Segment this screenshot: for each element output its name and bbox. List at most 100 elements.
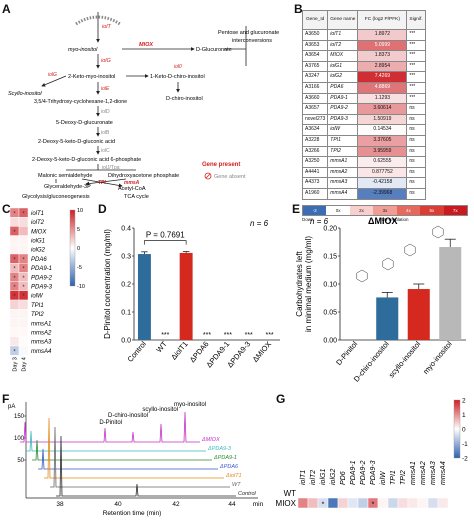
heat-cell (297, 487, 309, 499)
compound-glycolysis: Glycolysis/gluconeogenesis (22, 194, 90, 200)
heat-cell (9, 318, 20, 328)
significance-label: *** (245, 332, 253, 339)
table-cell: *** (406, 81, 426, 94)
x-tick-label: 44 (228, 501, 236, 508)
compound-scyllo-inositol: Scyllo-inositol (8, 91, 42, 97)
gene-miox-label: MIOX (139, 42, 153, 48)
peak-label: D-chiro-inositol (108, 413, 148, 419)
heat-star: * (372, 502, 375, 509)
table-cell: PDA9-1 (327, 92, 359, 105)
table-row: A1960 mmsA4 -2.39968 ns (301, 187, 426, 200)
compound-trihydroxy: 3,5/4-Trihydroxy-cyclohexane-1,2-dione (34, 99, 127, 105)
panel-label-f: F (2, 392, 10, 406)
y-tick-label: 150 (14, 414, 25, 420)
table-cell: 3.95959 (357, 145, 408, 158)
x-tick-label: 40 (114, 501, 122, 508)
molecule-structure-icon (404, 243, 416, 257)
table-cell: ns (406, 156, 426, 168)
scale-down-label: Down (302, 216, 314, 222)
heat-star: * (322, 502, 325, 509)
table-cell: 0.14534 (357, 124, 408, 136)
heat-cell (427, 497, 439, 509)
table-cell: A3228 (301, 134, 329, 147)
table-cell: mmsA4 (327, 187, 359, 200)
x-tick-label: D-Pinitol (334, 339, 359, 367)
colorbar-tick: -5 (77, 265, 82, 271)
chromatogram-trace (38, 448, 218, 470)
chart-e: 0.00 0.05 0.10 0.15 0.20 Carbohydrates left in… (295, 216, 466, 384)
table-cell: TPI2 (327, 145, 359, 158)
table-cell: ns (406, 124, 426, 136)
colorbar-tick: 2 (462, 398, 466, 405)
significance-label: *** (161, 332, 169, 339)
heat-row-label: TPI1 (31, 303, 44, 309)
table-cell: 2.8954 (357, 60, 408, 73)
heat-cell (18, 336, 29, 347)
table-cell: 1.8972 (357, 29, 408, 41)
heat-col-label: iolG1 (320, 469, 327, 485)
compound-deoxy-glucuronate: 5-Deoxy-D-glucuronate (56, 120, 113, 126)
heat-cell (18, 216, 29, 227)
table-cell: *** (406, 92, 426, 105)
gene-table-panel: Gene_Id Gene name FC (log2 P/PFK) Signif. A… (301, 10, 468, 222)
panel-label-a: A (2, 2, 11, 16)
sample-size-label: n = 6 (250, 219, 269, 228)
table-row: A3653 iolT2 5.0999 *** (301, 39, 426, 52)
compound-tca: TCA cycle (124, 194, 149, 200)
significance-label: *** (265, 332, 273, 339)
table-cell: 0.62555 (357, 156, 408, 168)
significance-label: *** (203, 332, 211, 339)
heat-row-label: iolT2 (31, 220, 45, 226)
x-tick-label: scyllo-inositol (387, 339, 423, 379)
table-cell: iolG2 (327, 71, 359, 83)
x-tick-label: myo-inositol (421, 339, 454, 376)
bar (439, 247, 462, 340)
table-row: A3166 PDA6 4.8869 *** (301, 81, 426, 94)
y-tick-label: 0.15 (323, 254, 337, 261)
trace-label: ΔPDA9-3 (207, 446, 232, 452)
chromatogram-trace (44, 417, 224, 479)
y-tick-label: 0.0 (121, 338, 131, 345)
heat-cell (337, 487, 349, 499)
heat-row-label: mmsA4 (31, 349, 52, 355)
y-tick-label: 0.05 (323, 310, 337, 317)
y-tick-label: 0.10 (323, 282, 337, 289)
table-cell: iolW (327, 124, 359, 136)
fc-scale-bar: -2 0x 2x 3x 4x 5x 7x (302, 204, 468, 216)
heat-cell (9, 308, 20, 319)
heat-cell (387, 497, 399, 509)
y-unit-label: pA (8, 404, 15, 410)
heat-row-label: MIOX (31, 229, 47, 235)
heat-cell (18, 226, 29, 236)
heat-star: * (13, 257, 16, 263)
heat-cell (18, 299, 29, 310)
colorbar-g (453, 399, 461, 459)
heat-cell (377, 487, 389, 499)
table-cell: 5.0999 (357, 39, 408, 52)
table-cell: *** (406, 39, 426, 52)
table-cell: PDA6 (327, 81, 359, 94)
pathway-diagram: iolT myo-inositol MIOX D-Glucuronate Pen… (8, 12, 279, 200)
heat-star: * (22, 257, 25, 263)
heat-col-label: mmsA2 (420, 461, 427, 485)
compound-malonic: Malonic semialdehyde (38, 173, 92, 179)
table-cell: ns (406, 177, 426, 189)
table-header-3: Signif. (406, 10, 426, 30)
panel-label-b: B (294, 2, 303, 16)
scale-swatch: 0x (326, 205, 350, 215)
peak-label: myo-inositol (174, 402, 206, 408)
y-axis-label: Carbohydrates left (295, 251, 304, 317)
chromatogram-trace (20, 411, 200, 443)
heat-row-label: iolG2 (31, 248, 46, 254)
x-tick-label: ΔMIOX (251, 340, 273, 364)
heat-col-label: PDA9-1 (350, 460, 357, 485)
heat-cell (417, 497, 429, 509)
table-cell: 4.8869 (357, 81, 408, 94)
table-cell: A3654 (301, 50, 329, 62)
legend-gene-absent: Gene absent (214, 174, 246, 180)
table-cell: ns (406, 134, 426, 147)
table-cell: A3650 (301, 29, 329, 41)
table-row: A3650 iolT1 1.8972 *** (301, 29, 426, 41)
table-cell: mmsA2 (327, 166, 359, 179)
table-row: A3266 TPI2 3.95959 ns (301, 145, 426, 158)
